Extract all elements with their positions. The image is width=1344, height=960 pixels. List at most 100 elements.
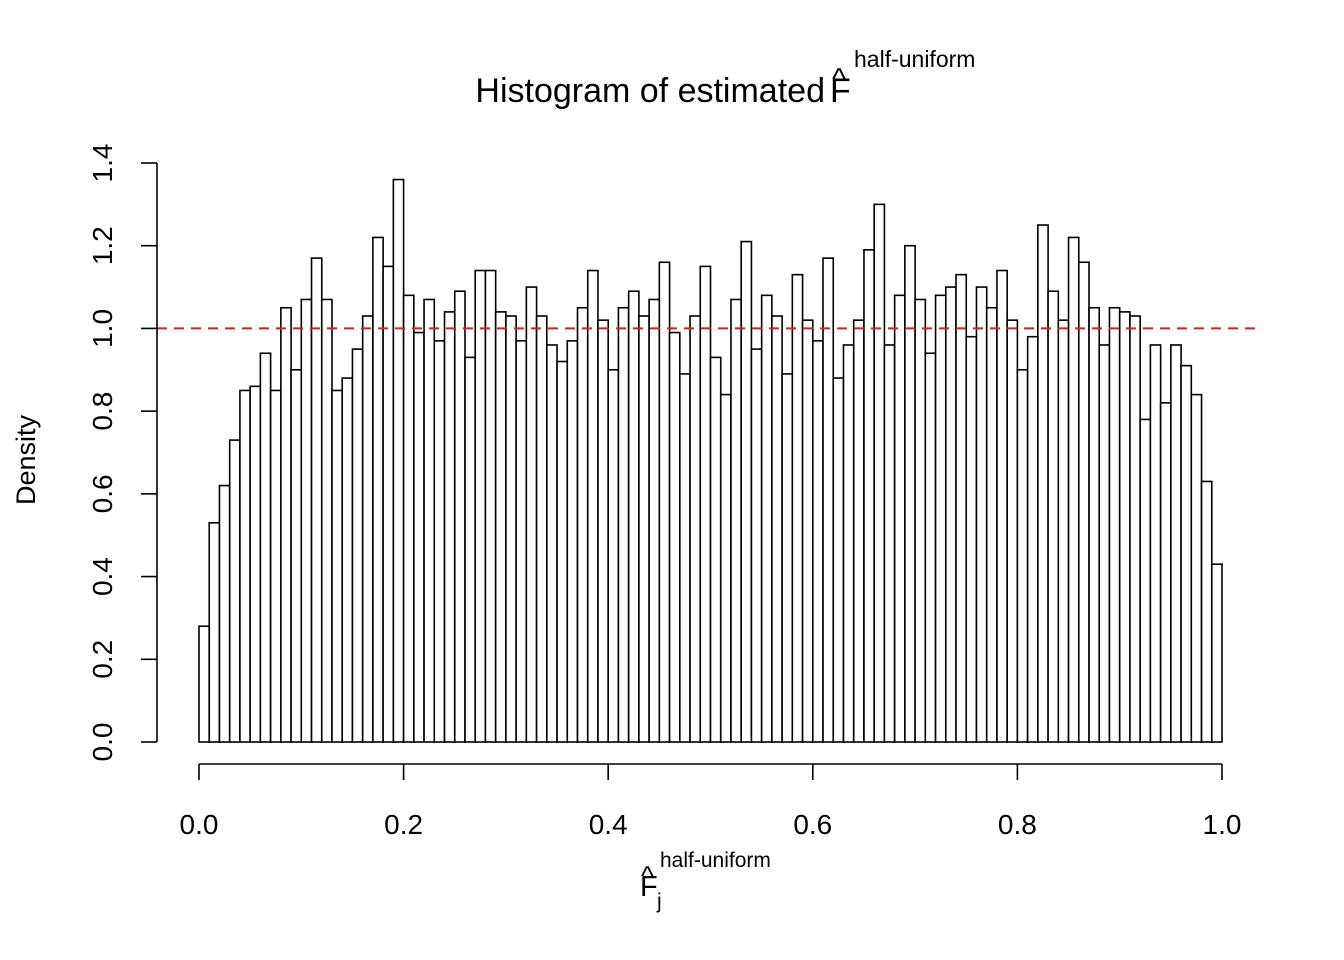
histogram-bar [709, 356, 722, 743]
histogram-bar [392, 178, 405, 743]
x-tick-label: 0.8 [998, 809, 1037, 840]
histogram-bar [239, 389, 251, 743]
x-tick-label: 0.2 [384, 809, 423, 840]
histogram-bar [402, 294, 415, 743]
histogram-bar [719, 393, 732, 743]
histogram-bar [822, 257, 835, 743]
histogram-bar [556, 360, 569, 743]
title-hat: ^ [832, 63, 846, 96]
histogram-bar [1077, 261, 1090, 743]
histogram-bar [218, 484, 231, 743]
histogram-bar [689, 315, 702, 743]
histogram-bar [453, 290, 466, 743]
histogram-bar [842, 344, 855, 743]
histogram-bar [996, 269, 1008, 743]
histogram-bar [586, 269, 599, 743]
y-tick-label: 1.0 [87, 309, 118, 348]
title-superscript: half-uniform [854, 46, 975, 72]
histogram-bar [546, 344, 558, 743]
histogram-bar [1016, 368, 1029, 743]
histogram-bar [975, 286, 988, 743]
histogram-bar [1180, 364, 1193, 743]
histogram-bar [1149, 344, 1162, 743]
histogram-bar [351, 348, 364, 743]
histogram-bar [341, 377, 354, 743]
histogram-bar [361, 315, 374, 743]
xlabel-symbol: F [640, 871, 658, 903]
histogram-bar [1129, 315, 1141, 743]
histogram-bar [1026, 335, 1039, 743]
histogram-bar [1190, 393, 1203, 743]
histogram-bar [566, 340, 579, 743]
histogram-bar [883, 344, 896, 743]
x-axis: 0.0 0.2 0.4 0.6 0.8 1.0 [180, 763, 1241, 840]
chart-title: Histogram of estimated F ^ half-uniform [475, 46, 975, 110]
histogram-bar [1088, 306, 1101, 743]
xlabel-subscript: j [656, 890, 662, 913]
histogram-bar [1098, 344, 1111, 743]
histogram-bar [290, 368, 303, 743]
histogram-bar [904, 244, 916, 743]
histogram-bar [965, 335, 978, 743]
histogram-bar [873, 203, 886, 743]
y-tick-label: 0.8 [87, 392, 118, 431]
histogram-bar [443, 311, 456, 743]
histogram-bar [310, 257, 323, 743]
histogram-bar [852, 319, 865, 743]
histogram-bar [944, 286, 957, 743]
x-tick-label: 0.4 [589, 809, 628, 840]
histogram-bar [771, 315, 783, 743]
histogram-bar [811, 340, 824, 743]
histogram-bar [1047, 290, 1060, 743]
histogram-bar [494, 311, 507, 743]
histogram-bar [1210, 563, 1223, 743]
histogram-bar [505, 315, 517, 743]
histogram-bar [576, 306, 589, 743]
y-tick-label: 1.2 [87, 226, 118, 265]
histogram-bar [372, 236, 384, 743]
xlabel-hat: ^ [641, 861, 654, 891]
histogram-bar [699, 265, 712, 743]
histogram-bar [617, 306, 630, 743]
histogram-bar [433, 340, 446, 743]
histogram-bar [638, 315, 650, 743]
histogram-bars [198, 178, 1223, 743]
histogram-bar [1170, 344, 1182, 743]
histogram-bar [658, 261, 671, 743]
histogram-bar [914, 298, 927, 743]
histogram-bar [607, 368, 620, 743]
y-tick-label: 0.2 [87, 640, 118, 679]
histogram-bar [1118, 311, 1131, 743]
histogram-bar [1067, 236, 1080, 743]
histogram-bar [280, 306, 292, 743]
histogram-bar [208, 522, 221, 743]
histogram-bar [1139, 418, 1152, 743]
y-axis-label: Density [11, 414, 41, 505]
histogram-bar [515, 340, 528, 743]
y-tick-label: 0.4 [87, 557, 118, 596]
histogram-bar [924, 352, 937, 743]
histogram-bar [1037, 224, 1049, 743]
histogram-bar [668, 331, 681, 743]
histogram-bar [1057, 319, 1070, 743]
y-tick-label: 1.4 [87, 144, 118, 183]
y-axis: 0.0 0.2 0.4 0.6 0.8 1.0 1.2 1.4 [87, 144, 158, 761]
histogram-bar [627, 290, 640, 743]
histogram-bar [535, 315, 548, 743]
histogram-bar [423, 298, 436, 743]
histogram-bar [893, 294, 906, 743]
x-tick-label: 0.0 [180, 809, 219, 840]
y-tick-label: 0.6 [87, 474, 118, 513]
x-axis-label: F ^ half-uniform j [640, 849, 771, 913]
histogram-bar [791, 273, 804, 743]
histogram-bar [781, 373, 794, 743]
histogram-bar [228, 439, 241, 743]
histogram-bar [259, 352, 272, 743]
histogram-bar [198, 625, 211, 743]
x-tick-label: 0.6 [793, 809, 832, 840]
histogram-bar [985, 306, 998, 743]
histogram-bar [525, 286, 538, 743]
histogram-bar [934, 294, 947, 743]
histogram-bar [955, 273, 968, 743]
histogram-bar [863, 249, 875, 743]
